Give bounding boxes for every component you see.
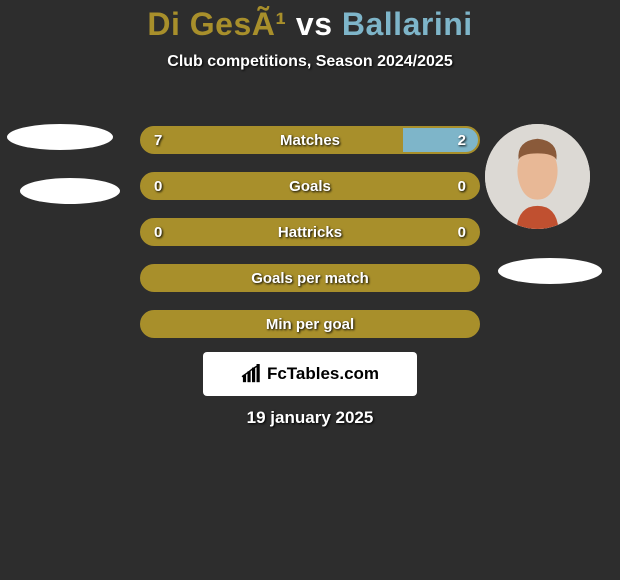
- bar-value-left: 0: [154, 174, 162, 198]
- bar-value-left: 0: [154, 220, 162, 244]
- logo-box: FcTables.com: [203, 352, 417, 396]
- placeholder-ellipse: [498, 258, 602, 284]
- bar-label: Goals per match: [142, 266, 478, 290]
- bar-value-right: 0: [458, 220, 466, 244]
- player2-avatar: [485, 124, 590, 229]
- page-title: Di GesÃ¹ vs Ballarini: [0, 0, 620, 43]
- stat-bar: Min per goal: [140, 310, 480, 338]
- stat-bar: Goals per match: [140, 264, 480, 292]
- logo-text: FcTables.com: [267, 364, 379, 384]
- bar-chart-icon: [241, 364, 263, 384]
- player2-name: Ballarini: [342, 6, 473, 42]
- bar-label: Min per goal: [142, 312, 478, 336]
- bar-label: Goals: [142, 174, 478, 198]
- stat-bar: Matches7 2: [140, 126, 480, 154]
- player1-name: Di GesÃ¹: [147, 6, 286, 42]
- bar-value-right: 2: [458, 128, 466, 152]
- bar-value-right: 0: [458, 174, 466, 198]
- bar-label: Matches: [142, 128, 478, 152]
- comparison-bars: Matches72Goals00Hattricks00Goals per mat…: [140, 126, 480, 356]
- title-vs: vs: [296, 6, 333, 42]
- stat-bar: Goals0 0: [140, 172, 480, 200]
- stat-bar: Hattricks0 0: [140, 218, 480, 246]
- placeholder-ellipse: [7, 124, 113, 150]
- bar-label: Hattricks: [142, 220, 478, 244]
- placeholder-ellipse: [20, 178, 120, 204]
- infographic-date: 19 january 2025: [0, 408, 620, 428]
- subtitle: Club competitions, Season 2024/2025: [0, 53, 620, 71]
- comparison-infographic: Di GesÃ¹ vs Ballarini Club competitions,…: [0, 0, 620, 580]
- bar-value-left: 7: [154, 128, 162, 152]
